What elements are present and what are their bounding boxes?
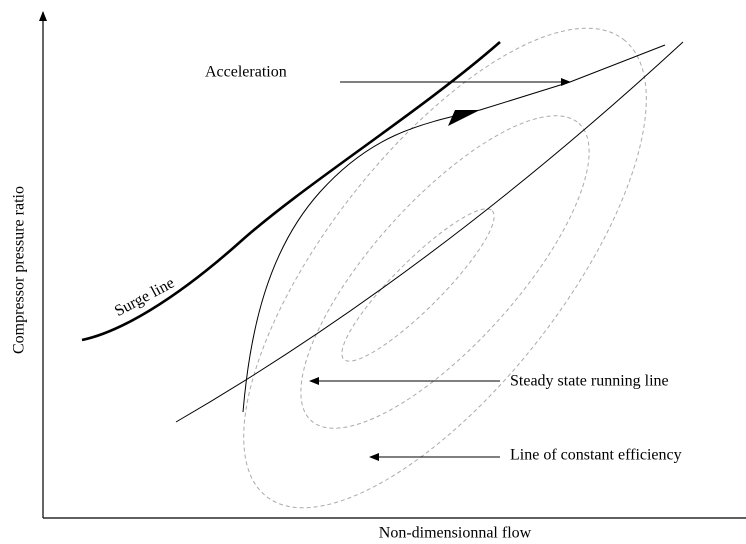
efficiency-label: Line of constant efficiency (510, 447, 682, 464)
efficiency-contours (243, 27, 647, 509)
running-line-label: Steady state running line (510, 373, 669, 390)
acceleration-arrowhead (448, 110, 480, 126)
running-line (175, 41, 684, 423)
efficiency-contour (243, 27, 647, 509)
efficiency-contour (341, 208, 495, 362)
surge-line (81, 41, 501, 342)
efficiency-contour (300, 115, 590, 429)
y-axis-label: Compressor pressure ratio (11, 186, 28, 354)
x-axis-label: Non-dimensionnal flow (379, 525, 532, 542)
acceleration-label: Acceleration (205, 64, 287, 81)
acceleration-path (242, 44, 666, 413)
